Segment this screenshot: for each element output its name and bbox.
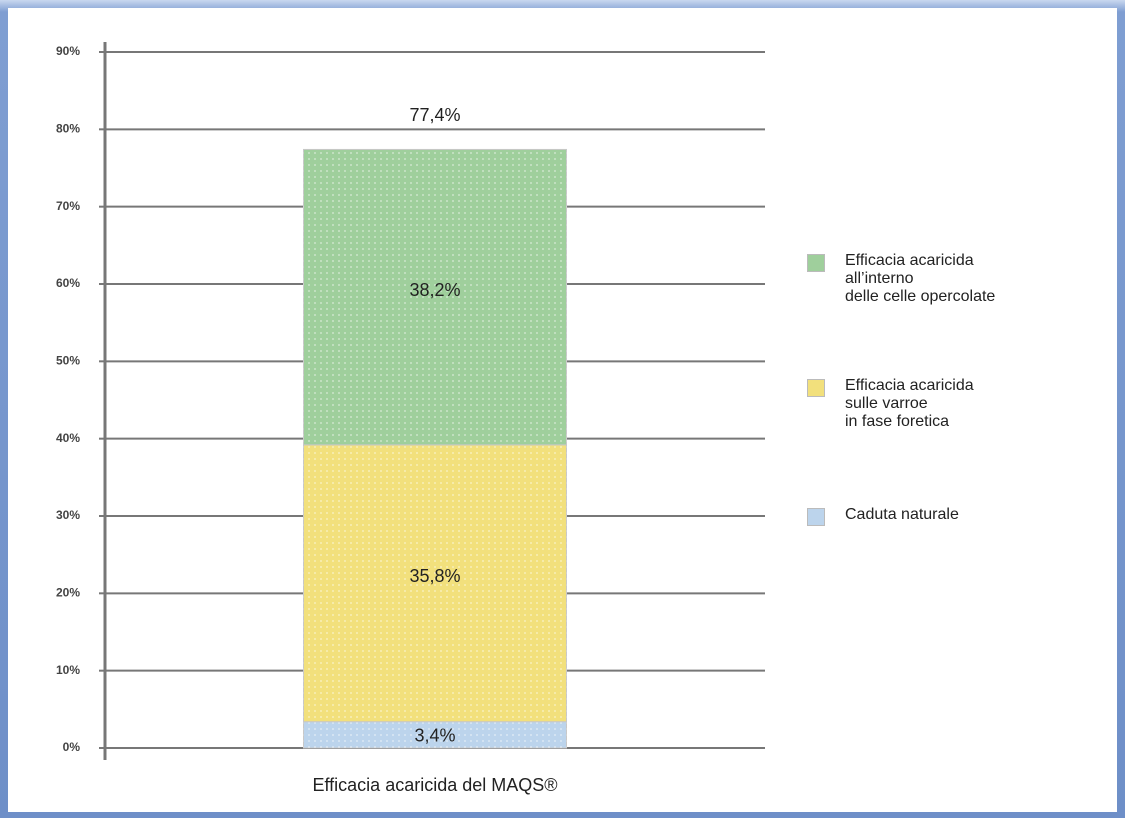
legend-swatch [807, 254, 825, 272]
legend-swatch [807, 379, 825, 397]
total-label: 77,4% [409, 105, 460, 125]
y-tick-label: 30% [56, 508, 80, 522]
y-tick-label: 90% [56, 44, 80, 58]
y-tick-label: 0% [63, 740, 81, 754]
bar-texture [303, 444, 567, 722]
y-tick-label: 50% [56, 354, 80, 368]
data-label: 3,4% [414, 726, 455, 746]
legend-label: Efficacia acaricida sulle varroe in fase… [845, 377, 974, 430]
y-tick-label: 10% [56, 663, 80, 677]
x-tick-label: Efficacia acaricida del MAQS® [312, 775, 557, 795]
y-tick-label: 20% [56, 586, 80, 600]
y-tick-label: 80% [56, 122, 80, 136]
legend-label: Caduta naturale [845, 506, 959, 523]
y-tick-label: 40% [56, 431, 80, 445]
bar-texture [303, 721, 567, 748]
y-tick-label: 70% [56, 199, 80, 213]
y-tick-label: 60% [56, 276, 80, 290]
data-label: 35,8% [409, 566, 460, 586]
legend-label: Efficacia acaricida all’interno delle ce… [845, 252, 996, 305]
data-label: 38,2% [409, 280, 460, 300]
bar-texture [303, 149, 567, 445]
legend-swatch [807, 508, 825, 526]
